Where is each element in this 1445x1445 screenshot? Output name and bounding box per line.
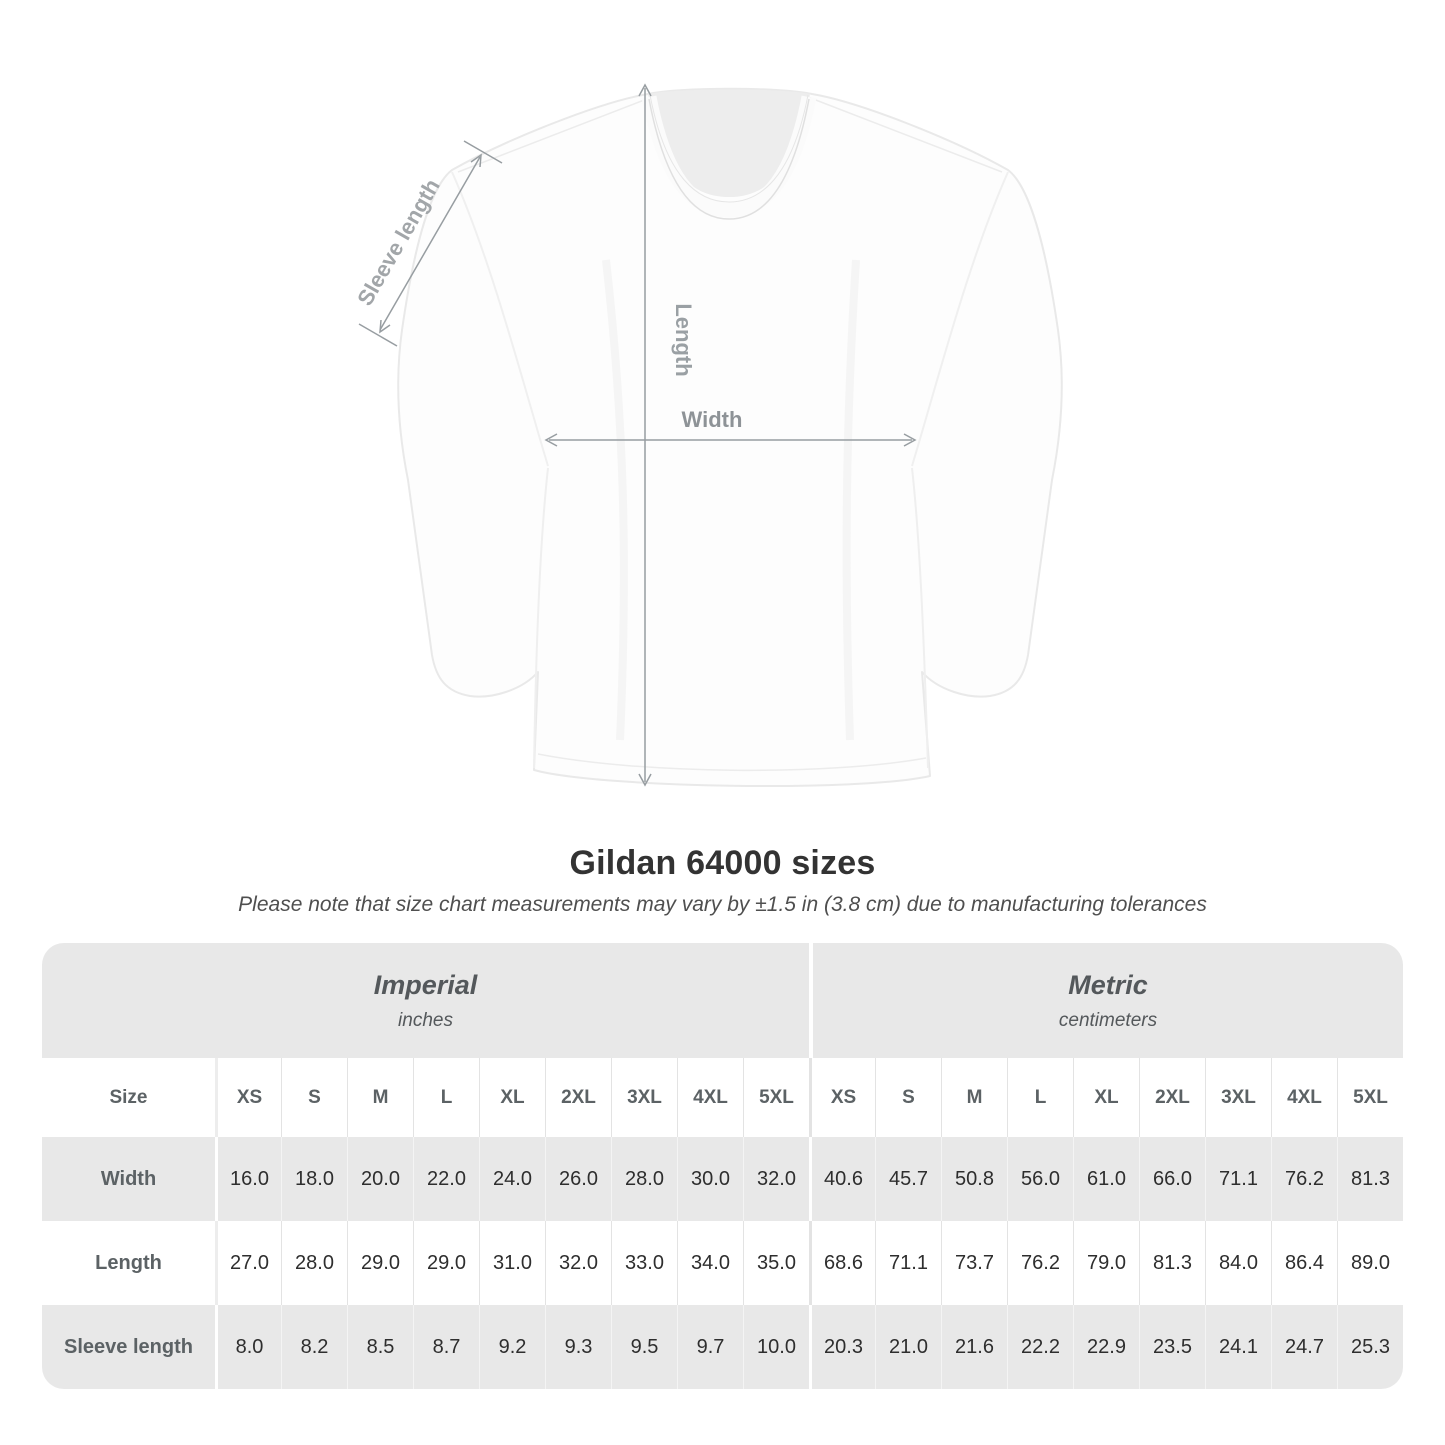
row-label: Width (42, 1137, 215, 1221)
size-header: 5XL (1337, 1058, 1403, 1137)
value-cell: 28.0 (281, 1221, 347, 1305)
value-cell: 21.0 (875, 1305, 941, 1389)
value-cell: 34.0 (677, 1221, 743, 1305)
value-cell: 26.0 (545, 1137, 611, 1221)
value-cell: 9.2 (479, 1305, 545, 1389)
row-label: Length (42, 1221, 215, 1305)
metric-title: Metric (1068, 969, 1148, 1000)
value-cell: 24.7 (1271, 1305, 1337, 1389)
value-cell: 20.3 (809, 1305, 875, 1389)
value-cell: 18.0 (281, 1137, 347, 1221)
size-header: 3XL (1205, 1058, 1271, 1137)
size-header: 2XL (545, 1058, 611, 1137)
value-cell: 30.0 (677, 1137, 743, 1221)
value-cell: 21.6 (941, 1305, 1007, 1389)
value-cell: 25.3 (1337, 1305, 1403, 1389)
value-cell: 61.0 (1073, 1137, 1139, 1221)
value-cell: 33.0 (611, 1221, 677, 1305)
width-arrow (544, 433, 917, 447)
tshirt-measurement-diagram: Sleeve length Length Width (352, 83, 1063, 788)
value-cell: 68.6 (809, 1221, 875, 1305)
value-cell: 66.0 (1139, 1137, 1205, 1221)
page-title: Gildan 64000 sizes (569, 844, 876, 882)
value-cell: 71.1 (875, 1221, 941, 1305)
size-header: 4XL (1271, 1058, 1337, 1137)
value-cell: 24.0 (479, 1137, 545, 1221)
metric-section-header: Metric centimeters (809, 943, 1403, 1058)
value-cell: 9.7 (677, 1305, 743, 1389)
value-cell: 50.8 (941, 1137, 1007, 1221)
tolerance-note: Please note that size chart measurements… (238, 893, 1207, 916)
size-header: 5XL (743, 1058, 809, 1137)
value-cell: 71.1 (1205, 1137, 1271, 1221)
sleeve-length-arrow (358, 140, 503, 347)
value-cell: 8.0 (215, 1305, 281, 1389)
size-column-header: Size (42, 1058, 215, 1137)
value-cell: 56.0 (1007, 1137, 1073, 1221)
value-cell: 76.2 (1007, 1221, 1073, 1305)
tshirt-illustration: Sleeve length Length Width (352, 83, 1063, 788)
value-cell: 84.0 (1205, 1221, 1271, 1305)
value-cell: 8.5 (347, 1305, 413, 1389)
value-cell: 9.3 (545, 1305, 611, 1389)
size-header: S (281, 1058, 347, 1137)
value-cell: 24.1 (1205, 1305, 1271, 1389)
size-header: 2XL (1139, 1058, 1205, 1137)
size-header: 3XL (611, 1058, 677, 1137)
value-cell: 35.0 (743, 1221, 809, 1305)
size-header: L (413, 1058, 479, 1137)
row-label: Sleeve length (42, 1305, 215, 1389)
value-cell: 40.6 (809, 1137, 875, 1221)
measurement-annotations (358, 83, 917, 787)
size-header: XS (215, 1058, 281, 1137)
value-cell: 79.0 (1073, 1221, 1139, 1305)
value-cell: 32.0 (545, 1221, 611, 1305)
size-header: XS (809, 1058, 875, 1137)
value-cell: 9.5 (611, 1305, 677, 1389)
value-cell: 23.5 (1139, 1305, 1205, 1389)
value-cell: 32.0 (743, 1137, 809, 1221)
size-header: S (875, 1058, 941, 1137)
length-label: Length (671, 303, 696, 376)
metric-unit: centimeters (1058, 1009, 1158, 1031)
value-cell: 86.4 (1271, 1221, 1337, 1305)
value-cell: 10.0 (743, 1305, 809, 1389)
value-cell: 8.2 (281, 1305, 347, 1389)
size-header: M (941, 1058, 1007, 1137)
value-cell: 8.7 (413, 1305, 479, 1389)
value-cell: 22.2 (1007, 1305, 1073, 1389)
imperial-title: Imperial (373, 969, 478, 1000)
value-cell: 31.0 (479, 1221, 545, 1305)
value-cell: 22.9 (1073, 1305, 1139, 1389)
size-header: XL (1073, 1058, 1139, 1137)
size-table: Imperial inches Metric centimeters Size … (42, 943, 1403, 1389)
value-cell: 28.0 (611, 1137, 677, 1221)
width-label: Width (682, 407, 743, 432)
value-cell: 16.0 (215, 1137, 281, 1221)
tshirt-silhouette (397, 87, 1063, 788)
value-cell: 81.3 (1139, 1221, 1205, 1305)
value-cell: 76.2 (1271, 1137, 1337, 1221)
size-header: XL (479, 1058, 545, 1137)
imperial-section-header: Imperial inches (42, 943, 809, 1058)
value-cell: 45.7 (875, 1137, 941, 1221)
size-header: L (1007, 1058, 1073, 1137)
value-cell: 29.0 (413, 1221, 479, 1305)
value-cell: 29.0 (347, 1221, 413, 1305)
value-cell: 22.0 (413, 1137, 479, 1221)
imperial-unit: inches (398, 1009, 453, 1031)
value-cell: 81.3 (1337, 1137, 1403, 1221)
value-cell: 20.0 (347, 1137, 413, 1221)
value-cell: 73.7 (941, 1221, 1007, 1305)
value-cell: 89.0 (1337, 1221, 1403, 1305)
value-cell: 27.0 (215, 1221, 281, 1305)
size-header: 4XL (677, 1058, 743, 1137)
length-arrow (638, 83, 652, 787)
size-header: M (347, 1058, 413, 1137)
